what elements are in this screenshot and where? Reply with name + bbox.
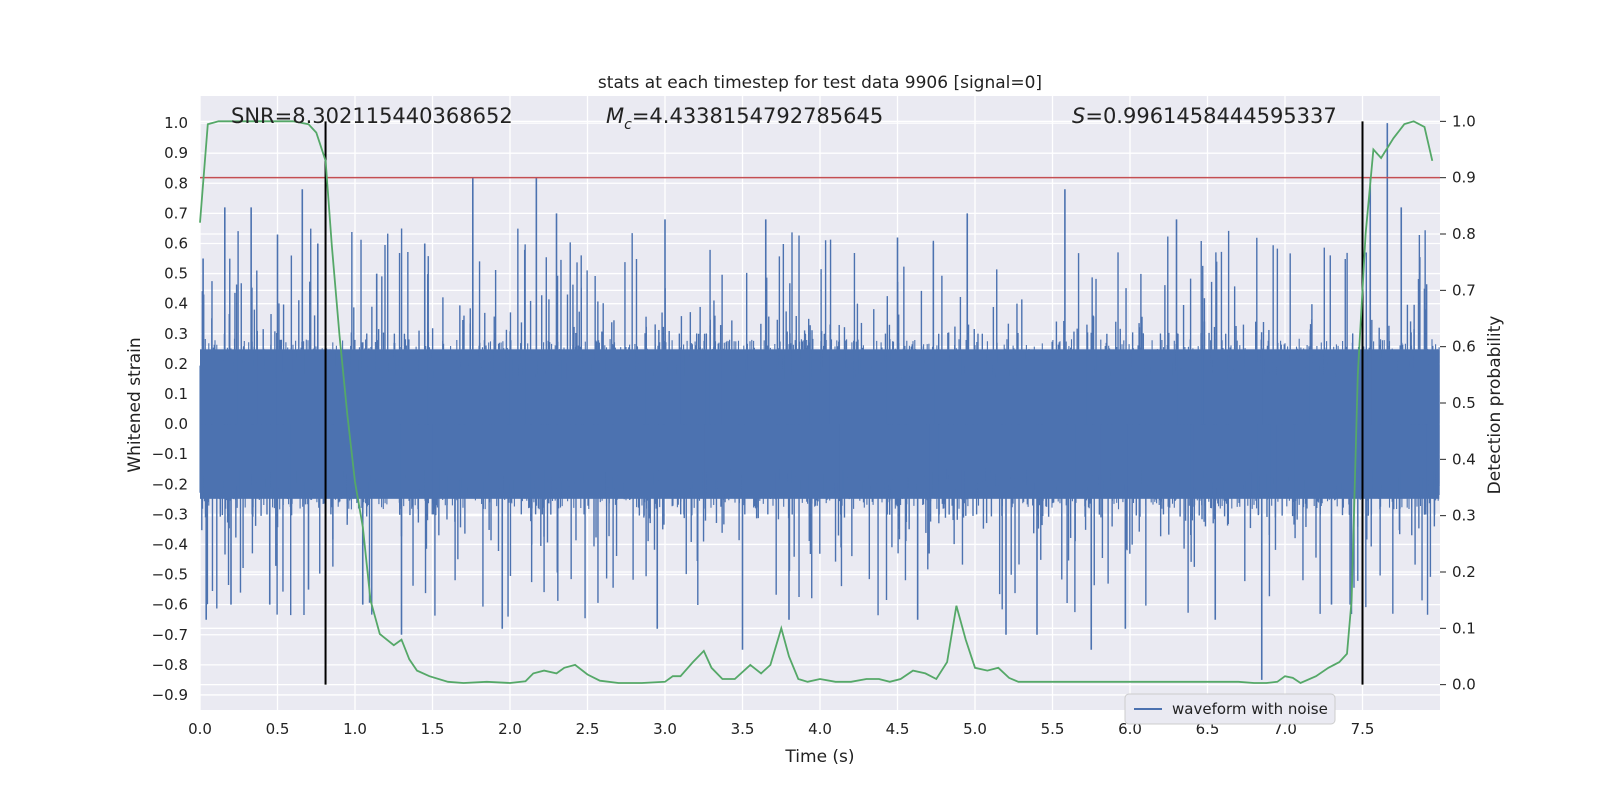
- x-tick-label: 3.5: [731, 720, 755, 738]
- x-ticks: 0.0 0.5 1.0 1.5 2.0 2.5 3.0 3.5 4.0 4.5 5.0 5.5 6.0 6…: [188, 720, 1374, 738]
- snr-annotation: SNR=8.302115440368652: [231, 104, 513, 128]
- y-tick-label: −0.6: [152, 596, 188, 614]
- y-tick-label: 0.2: [164, 355, 188, 373]
- y-tick-label-right: 0.6: [1452, 338, 1476, 356]
- y-tick-label-right: 0.3: [1452, 507, 1476, 525]
- y-tick-label: 0.6: [164, 234, 188, 252]
- y-tick-label-right: 0.4: [1452, 450, 1476, 468]
- x-tick-label: 4.5: [886, 720, 910, 738]
- y-tick-label: −0.2: [152, 475, 188, 493]
- x-tick-label: 7.5: [1351, 720, 1375, 738]
- y-tick-label-right: 0.7: [1452, 281, 1476, 299]
- chart-title: stats at each timestep for test data 990…: [598, 73, 1042, 93]
- y-ticks-left: 1.0 0.9 0.8 0.7 0.6 0.5 0.4 0.3 0.2 0.1 0.0 −0.1 −0.…: [152, 114, 188, 704]
- y-tick-label-right: 0.1: [1452, 619, 1476, 637]
- y-tick-label: 0.3: [164, 325, 188, 343]
- y-tick-label: 0.0: [164, 415, 188, 433]
- y-tick-label: −0.1: [152, 445, 188, 463]
- x-tick-label: 3.0: [653, 720, 677, 738]
- y-tick-label: 0.5: [164, 265, 188, 283]
- x-axis-label: Time (s): [784, 747, 854, 767]
- legend-box: [1124, 693, 1336, 725]
- legend: waveform with noise: [1124, 693, 1336, 725]
- x-tick-label: 0.5: [266, 720, 290, 738]
- x-tick-label: 4.0: [808, 720, 832, 738]
- x-tick-label: 2.5: [576, 720, 600, 738]
- vertical-markers: [324, 121, 1364, 685]
- y-tick-label: −0.7: [152, 626, 188, 644]
- y-tick-label-right: 0.0: [1452, 676, 1476, 694]
- y-tick-label: −0.9: [152, 686, 188, 704]
- waveform-series: [199, 123, 1440, 680]
- y-tick-label: 0.9: [164, 144, 188, 162]
- y-tick-label: 0.4: [164, 295, 188, 313]
- y-tick-label-right: 0.8: [1452, 225, 1476, 243]
- y-tick-label-right: 0.5: [1452, 394, 1476, 412]
- chirp-mass-annotation: Mc=4.4338154792785645: [606, 104, 883, 133]
- probability-series: [199, 120, 1434, 685]
- score-annotation: S=0.9961458444595337: [1072, 104, 1337, 128]
- y-axis-label: Whitened strain: [125, 337, 145, 472]
- y-tick-label: −0.5: [152, 566, 188, 584]
- y-tick-label-right: 0.9: [1452, 169, 1476, 187]
- y-tick-label-right: 0.2: [1452, 563, 1476, 581]
- y-tick-label: 0.8: [164, 174, 188, 192]
- x-tick-label: 1.5: [421, 720, 445, 738]
- x-tick-label: 0.0: [188, 720, 212, 738]
- y-tick-label-right: 1.0: [1452, 112, 1476, 130]
- y-tick-label: 0.7: [164, 204, 188, 222]
- y-tick-label: 1.0: [164, 114, 188, 132]
- y-axis-label-right: Detection probability: [1485, 316, 1505, 495]
- y-tick-label: 0.1: [164, 385, 188, 403]
- y-tick-label: −0.3: [152, 505, 188, 523]
- legend-label-waveform: waveform with noise: [1172, 700, 1328, 718]
- x-tick-label: 2.0: [498, 720, 522, 738]
- y-ticks-right: 1.0 0.9 0.8 0.7 0.6 0.5 0.4 0.3 0.2 0.1 0.0: [1440, 112, 1476, 694]
- x-tick-label: 5.0: [963, 720, 987, 738]
- y-tick-label: −0.4: [152, 535, 188, 553]
- x-tick-label: 1.0: [343, 720, 367, 738]
- y-tick-label: −0.8: [152, 656, 188, 674]
- x-tick-label: 5.5: [1041, 720, 1065, 738]
